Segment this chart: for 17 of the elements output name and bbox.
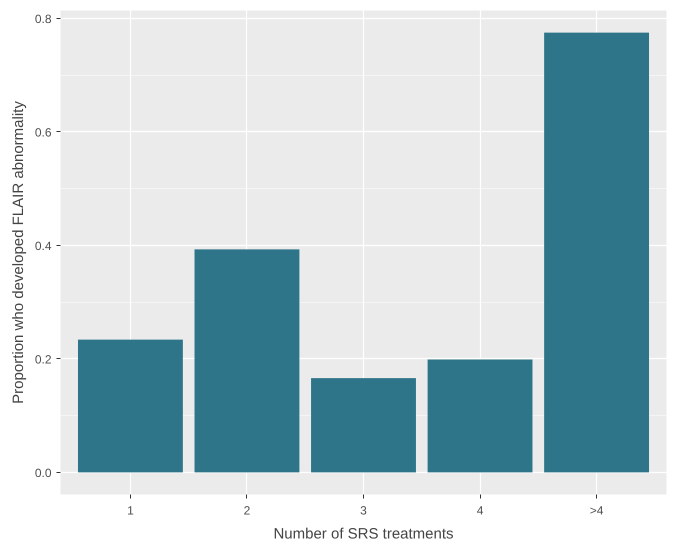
bar	[428, 359, 532, 472]
x-tick-label: 4	[476, 504, 484, 518]
bar	[311, 378, 416, 472]
y-tick-label: 0.2	[34, 352, 52, 366]
x-tick-label: 1	[127, 504, 134, 518]
y-axis-title: Proportion who developed FLAIR abnormality	[10, 100, 27, 404]
y-tick-label: 0.4	[34, 238, 52, 253]
x-tick-label: 3	[360, 504, 368, 518]
x-tick-label: 2	[244, 504, 251, 518]
bar	[78, 340, 183, 472]
bar	[194, 249, 300, 472]
y-tick-label: 0.8	[34, 12, 52, 26]
y-tick-label: 0.0	[34, 466, 52, 480]
x-tick-label: >4	[590, 504, 604, 518]
x-axis-title: Number of SRS treatments	[273, 526, 454, 542]
y-tick-label: 0.6	[34, 125, 52, 140]
bar	[544, 32, 650, 472]
